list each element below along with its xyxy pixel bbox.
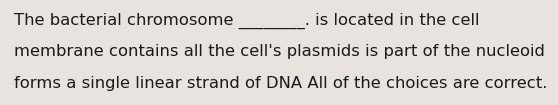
Text: membrane contains all the cell's plasmids is part of the nucleoid: membrane contains all the cell's plasmid…: [14, 44, 545, 59]
Text: forms a single linear strand of DNA All of the choices are correct.: forms a single linear strand of DNA All …: [14, 76, 547, 91]
Text: The bacterial chromosome ________. is located in the cell: The bacterial chromosome ________. is lo…: [14, 13, 479, 29]
